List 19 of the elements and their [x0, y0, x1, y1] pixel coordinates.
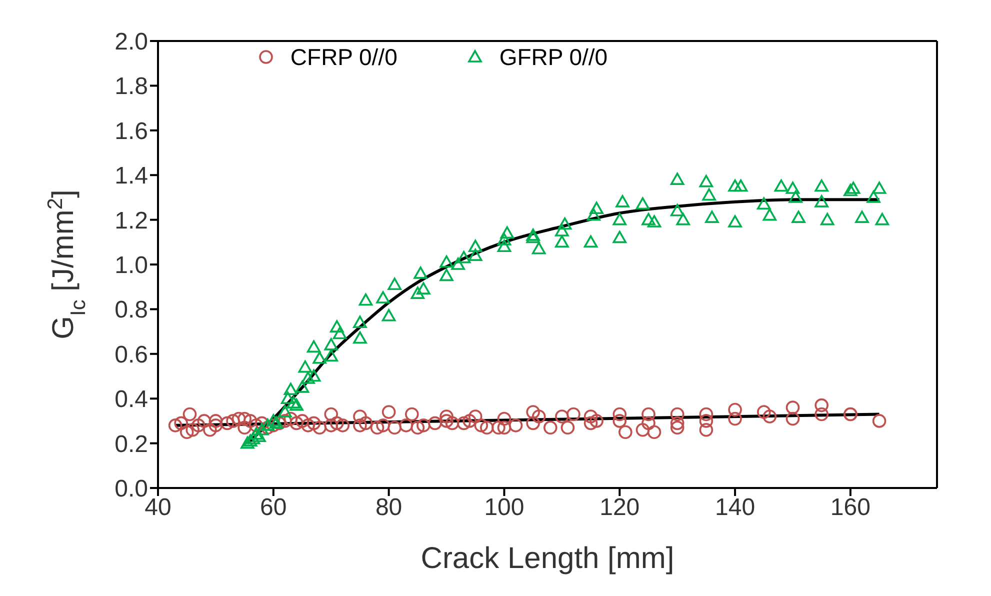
y-tick-label: 1.2 [114, 207, 148, 234]
y-tick-label: 1.0 [114, 252, 148, 280]
x-tick-label: 100 [484, 494, 524, 522]
y-tick-label: 0.6 [114, 341, 148, 368]
x-tick-label: 160 [830, 494, 870, 522]
x-tick-label: 140 [715, 494, 756, 522]
x-tick-label: 120 [600, 494, 640, 522]
x-axis-title: Crack Length [mm] [420, 542, 674, 575]
legend-label: CFRP 0//0 [290, 44, 398, 70]
legend-label: GFRP 0//0 [499, 44, 608, 70]
y-tick-label: 1.4 [114, 162, 148, 190]
x-tick-label: 80 [375, 494, 402, 522]
y-tick-label: 0.8 [114, 296, 148, 324]
y-tick-label: 0.2 [114, 430, 148, 458]
y-tick-label: 1.8 [114, 73, 148, 100]
y-tick-label: 0.4 [114, 386, 148, 414]
x-tick-label: 60 [260, 494, 287, 522]
y-tick-label: 2.0 [114, 28, 148, 56]
y-tick-label: 1.6 [114, 118, 148, 145]
